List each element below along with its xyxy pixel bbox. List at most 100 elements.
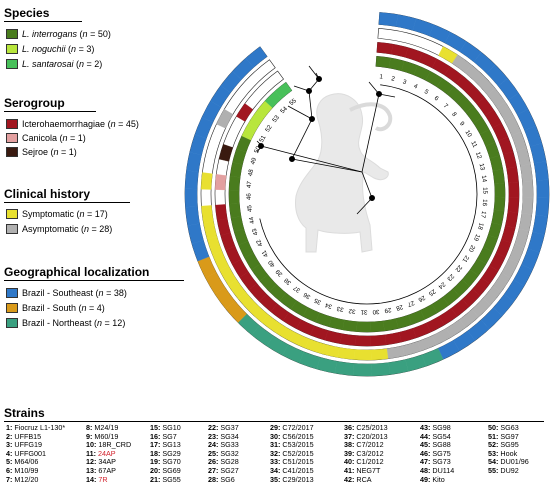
leaf-label: 30	[372, 308, 380, 316]
geo-legend-label: Brazil - South (n = 4)	[22, 303, 105, 313]
leaf-label: 31	[360, 308, 368, 315]
geo-swatch	[6, 303, 18, 313]
strain-entry: 9: M60/19	[86, 431, 119, 441]
species-swatch	[6, 59, 18, 69]
leaf-label: 45	[246, 204, 254, 212]
clinical-legend-item: Asymptomatic (n = 28)	[6, 224, 112, 234]
geo-ring-segment	[186, 152, 202, 173]
species-legend-item: L. interrogans (n = 50)	[6, 29, 111, 39]
serogroup-legend-item: Icterohaemorrhagiae (n = 45)	[6, 119, 139, 129]
strain-entry: 38: C7/2012	[344, 440, 384, 450]
species-legend-label: L. noguchii (n = 3)	[22, 44, 95, 54]
clinical-ring-segment	[370, 348, 389, 361]
serogroup-ring-segment	[508, 181, 520, 198]
tree-branch	[308, 90, 313, 120]
species-ring-segment	[489, 155, 503, 172]
species-swatch	[6, 44, 18, 54]
species-ring-segment	[370, 320, 385, 333]
leaf-label: 43	[251, 227, 260, 236]
species-legend-label: L. santarosai (n = 2)	[22, 59, 103, 69]
tree-node	[315, 76, 322, 83]
leaf-label: 53	[271, 114, 281, 124]
geo-swatch	[6, 288, 18, 298]
tree-branch	[361, 93, 380, 173]
leaf-label: 44	[248, 216, 256, 225]
geo-ring-segment	[352, 363, 372, 377]
strain-column: 8: M24/19 9: M60/19 10: 18R_CRD 11: 24AP 12:…	[86, 423, 132, 484]
leaf-label: 11	[469, 140, 478, 149]
tree-node	[368, 194, 375, 201]
serogroup-ring-segment	[391, 44, 409, 58]
strain-entry: 18: SG29	[150, 448, 181, 458]
strain-entry: 8: M24/19	[86, 423, 119, 432]
leaf-label: 9	[458, 120, 466, 127]
strain-entry: 44: SG54	[420, 431, 451, 441]
species-rule	[4, 21, 82, 22]
geo-ring-segment	[185, 206, 200, 226]
strain-entry: 37: C20/2013	[344, 431, 388, 441]
serogroup-ring-segment	[236, 103, 254, 122]
species-ring-segment	[493, 196, 506, 212]
species-swatch	[6, 29, 18, 39]
leaf-label: 29	[383, 306, 392, 314]
clinical-ring-segment	[201, 205, 214, 223]
tree-branch	[291, 118, 313, 160]
strain-entry: 21: SG55	[150, 474, 181, 484]
leaf-label: 17	[479, 210, 487, 219]
strain-entry: 25: SG32	[208, 448, 239, 458]
leaf-label: 3	[402, 78, 408, 86]
leaf-label: 15	[481, 187, 488, 195]
strain-entry: 30: C56/2015	[270, 431, 314, 441]
clinical-ring-segment	[521, 197, 534, 215]
clinical-ring-segment	[200, 172, 213, 190]
species-legend-label: L. interrogans (n = 50)	[22, 29, 111, 39]
tree-node	[375, 91, 382, 98]
serogroup-swatch	[6, 119, 18, 129]
clinical-legend-label: Symptomatic (n = 17)	[22, 209, 108, 219]
geo-legend-item: Brazil - Northeast (n = 12)	[6, 318, 125, 328]
geo-legend-item: Brazil - South (n = 4)	[6, 303, 105, 313]
geo-ring-segment	[316, 357, 338, 374]
geo-legend-label: Brazil - Southeast (n = 38)	[22, 288, 127, 298]
species-legend-item: L. noguchii (n = 3)	[6, 44, 94, 54]
clinical-ring-segment	[207, 236, 223, 256]
clinical-legend-item: Symptomatic (n = 17)	[6, 209, 108, 219]
leaf-label: 4	[413, 83, 420, 91]
species-ring-segment	[230, 216, 245, 232]
species-ring-segment	[228, 175, 241, 191]
leaf-label: 20	[467, 244, 477, 254]
clinical-ring-segment	[354, 349, 372, 361]
species-ring-segment	[229, 203, 242, 219]
clinical-ring-segment	[511, 131, 527, 151]
geo-ring-segment	[395, 14, 417, 31]
serogroup-ring-segment	[370, 334, 387, 347]
leaf-label: 22	[453, 263, 463, 273]
leaf-label: 33	[336, 304, 345, 313]
strain-entry: 43: SG98	[420, 423, 451, 432]
geo-ring-segment	[405, 354, 427, 372]
strain-entry: 10: 18R_CRD	[86, 440, 132, 450]
leaf-label: 47	[246, 180, 254, 188]
serogroup-legend-label: Sejroe (n = 1)	[22, 147, 77, 157]
serogroup-swatch	[6, 147, 18, 157]
geo-ring-segment	[184, 170, 199, 190]
species-ring-segment	[494, 182, 506, 198]
clinical-ring-segment	[516, 147, 531, 167]
circular-phylogenetic-tree: 1 2 34567891011121314151617181920212223242…	[184, 12, 550, 377]
serogroup-ring-segment	[503, 151, 517, 169]
serogroup-legend-item: Sejroe (n = 1)	[6, 147, 77, 157]
strain-entry: 52: SG95	[488, 440, 519, 450]
leaf-label: 46	[246, 193, 253, 201]
strain-column: 50: SG63 51: SG97 52: SG95 53: Hook 54: DU01…	[488, 423, 529, 476]
leaf-label: 52	[264, 123, 274, 133]
tree-branch	[260, 145, 363, 173]
serogroup-ring-segment	[324, 330, 343, 344]
leaf-label: 32	[348, 307, 356, 315]
species-ring-segment	[342, 319, 358, 332]
clinical-ring-segment	[522, 180, 534, 198]
species-legend-item: L. santarosai (n = 2)	[6, 59, 102, 69]
geo-ring-segment	[536, 179, 550, 199]
leaf-label: 38	[283, 276, 293, 286]
species-ring-segment	[356, 321, 371, 333]
geo-ring-segment	[187, 223, 204, 244]
